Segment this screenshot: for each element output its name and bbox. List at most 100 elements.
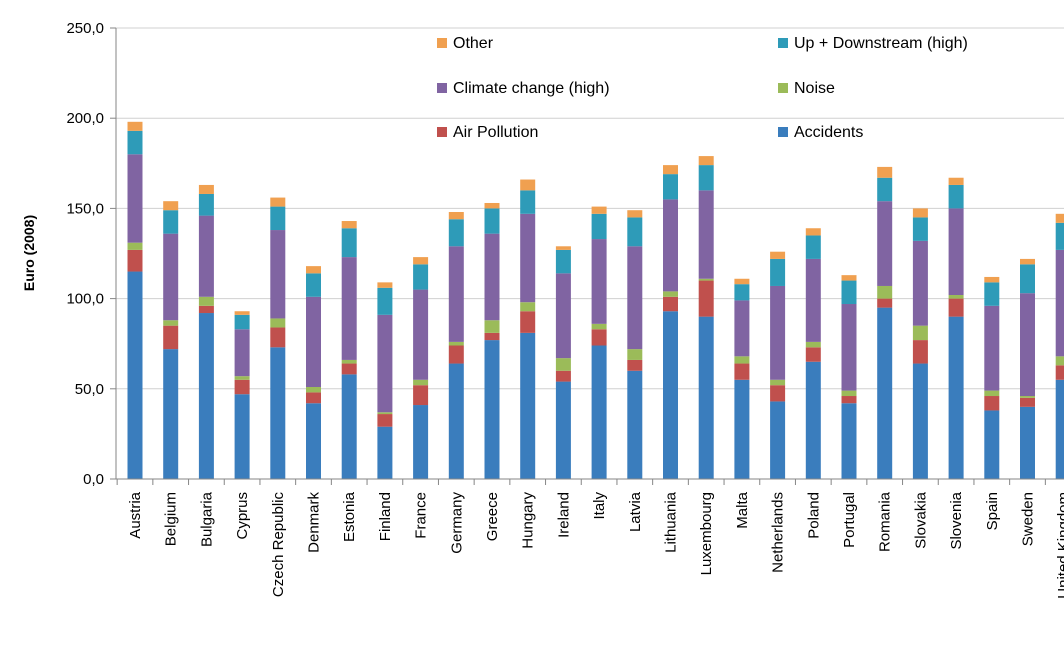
legend-label: Other	[453, 35, 494, 52]
bar-segment	[520, 332, 536, 479]
bar-segment	[520, 179, 536, 191]
bar-segment	[877, 177, 893, 202]
bar-segment	[270, 327, 286, 348]
bar-segment	[377, 314, 393, 413]
bar-segment	[805, 228, 821, 236]
x-category-label: Sweden	[1020, 492, 1037, 546]
legend-label: Up + Downstream (high)	[794, 35, 968, 52]
x-category-label: Cyprus	[234, 492, 251, 540]
bar-segment	[234, 394, 250, 479]
bar-segment	[698, 280, 714, 317]
bar-segment	[413, 379, 429, 386]
legend-swatch	[778, 38, 788, 48]
bar-segment	[270, 197, 286, 207]
bar-segment	[341, 359, 357, 364]
bar-segment	[805, 258, 821, 342]
x-category-label: Bulgaria	[198, 491, 215, 547]
bar-segment	[948, 294, 964, 299]
bar-segment	[520, 311, 536, 333]
bar-segment	[377, 287, 393, 315]
x-axis-ticks	[116, 479, 1046, 485]
bar-segment	[198, 296, 214, 306]
bar-segment	[698, 278, 714, 281]
bar-segment	[663, 291, 678, 297]
y-tick-label: 50,0	[75, 381, 104, 398]
bar-segment	[770, 251, 786, 259]
bar-segment	[912, 325, 928, 341]
bar-segment	[770, 385, 786, 402]
bar-segment	[341, 228, 357, 258]
bar-segment	[698, 316, 714, 479]
bar-segment	[163, 201, 179, 211]
bar-segment	[948, 298, 964, 317]
bar-segment	[627, 217, 643, 247]
legend-swatch	[437, 127, 447, 137]
bar-segment	[1020, 293, 1035, 397]
bar-segment	[734, 278, 750, 285]
bar-segment	[627, 210, 643, 218]
legend-swatch	[437, 38, 447, 48]
bar-segment	[127, 121, 143, 131]
y-axis-ticks: 0,0 50,0 100,0 150,0 200,0 250,0	[66, 20, 116, 488]
bar-segment	[163, 210, 179, 234]
bar-segment	[448, 246, 464, 342]
x-category-label: Slovakia	[912, 491, 929, 548]
bar-segment	[234, 376, 250, 380]
bar-segment	[627, 370, 643, 479]
bar-segment	[770, 285, 786, 380]
bar-segment	[377, 282, 393, 288]
x-category-label: Hungary	[520, 492, 537, 549]
bar-segment	[1020, 396, 1035, 398]
bar-segment	[805, 361, 821, 479]
x-category-label: Greece	[484, 492, 501, 541]
bar-segment	[841, 275, 857, 281]
bar-segment	[163, 349, 179, 479]
bar-segment	[663, 199, 678, 292]
x-category-label: Denmark	[306, 492, 323, 553]
bar-segment	[591, 323, 607, 330]
bar-segment	[877, 166, 893, 178]
bar-segment	[841, 304, 857, 391]
bar-segment	[484, 332, 500, 341]
bar-segment	[912, 217, 928, 241]
bar-segment	[591, 345, 607, 479]
bar-segment	[484, 208, 500, 234]
bar-segment	[377, 414, 393, 427]
bar-segment	[341, 363, 357, 375]
x-category-label: Estonia	[341, 491, 358, 542]
bar-segment	[198, 193, 214, 216]
bar-segment	[413, 289, 429, 380]
bar-segment	[734, 356, 750, 364]
bar-segment	[484, 340, 500, 479]
bar-segment	[734, 379, 750, 479]
y-tick-label: 200,0	[66, 110, 104, 127]
bar-segment	[1020, 258, 1035, 265]
legend-swatch	[437, 83, 447, 93]
x-category-label: Belgium	[163, 492, 180, 546]
bar-segment	[234, 314, 250, 330]
bar-segment	[306, 266, 321, 274]
x-category-label: Finland	[377, 492, 394, 541]
bar-segment	[1055, 222, 1064, 250]
bar-segment	[877, 307, 893, 479]
bar-segment	[448, 212, 464, 220]
x-category-label: Latvia	[627, 491, 644, 532]
bar-segment	[698, 165, 714, 191]
bar-segment	[984, 305, 1000, 391]
bar-segment	[306, 296, 321, 387]
bar-segment	[877, 201, 893, 286]
bar-segment	[1020, 264, 1035, 294]
bar-segment	[270, 318, 286, 328]
bar-segment	[948, 177, 964, 185]
legend-swatch	[778, 83, 788, 93]
x-category-label: Austria	[127, 491, 144, 538]
bar-segment	[734, 300, 750, 357]
bar-segment	[306, 386, 321, 393]
bar-segment	[912, 340, 928, 364]
bar-segment	[448, 363, 464, 479]
bar-segment	[163, 320, 179, 326]
bar-segment	[163, 233, 179, 321]
bar-segment	[984, 390, 1000, 397]
y-tick-label: 100,0	[66, 291, 104, 308]
x-category-label: Romania	[877, 491, 894, 552]
